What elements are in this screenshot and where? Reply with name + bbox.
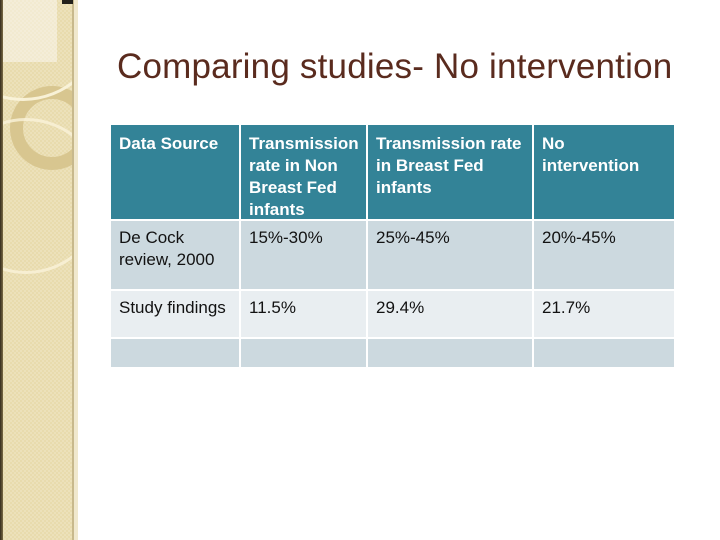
table-cell: 29.4% bbox=[368, 291, 532, 337]
table-cell-empty bbox=[241, 339, 366, 367]
decorative-circle-bottom bbox=[0, 118, 78, 274]
table-cell: 15%-30% bbox=[241, 221, 366, 289]
comparison-table: Data Source Transmission rate in Non Bre… bbox=[111, 125, 674, 367]
sidebar-right-edge-dark bbox=[72, 0, 74, 540]
table-cell-empty bbox=[368, 339, 532, 367]
decorative-circle-top bbox=[0, 0, 78, 101]
slide-title: Comparing studies- No intervention bbox=[117, 47, 673, 86]
table-cell: 21.7% bbox=[534, 291, 674, 337]
column-header-no-intervention-label: No intervention bbox=[542, 134, 640, 176]
table-cell: 11.5% bbox=[241, 291, 366, 337]
sidebar-right-edge-light bbox=[74, 0, 78, 540]
table-cell-empty bbox=[534, 339, 674, 367]
table-cell: 25%-45% bbox=[368, 221, 532, 289]
table-cell-source-study-findings: Study findings bbox=[111, 291, 239, 337]
column-header-no-intervention: No intervention bbox=[534, 125, 674, 219]
table-cell-empty bbox=[111, 339, 239, 367]
top-notch-mark bbox=[62, 0, 73, 4]
table-cell: 20%-45% bbox=[534, 221, 674, 289]
table-cell-source-de-cock: De Cock review, 2000 bbox=[111, 221, 239, 289]
sidebar-left-edge bbox=[0, 0, 3, 540]
column-header-breast-fed: Transmission rate in Breast Fed infants bbox=[368, 125, 532, 219]
sidebar-decoration bbox=[0, 0, 78, 540]
column-header-non-breast-fed: Transmission rate in Non Breast Fed infa… bbox=[241, 125, 366, 219]
column-header-data-source: Data Source bbox=[111, 125, 239, 219]
